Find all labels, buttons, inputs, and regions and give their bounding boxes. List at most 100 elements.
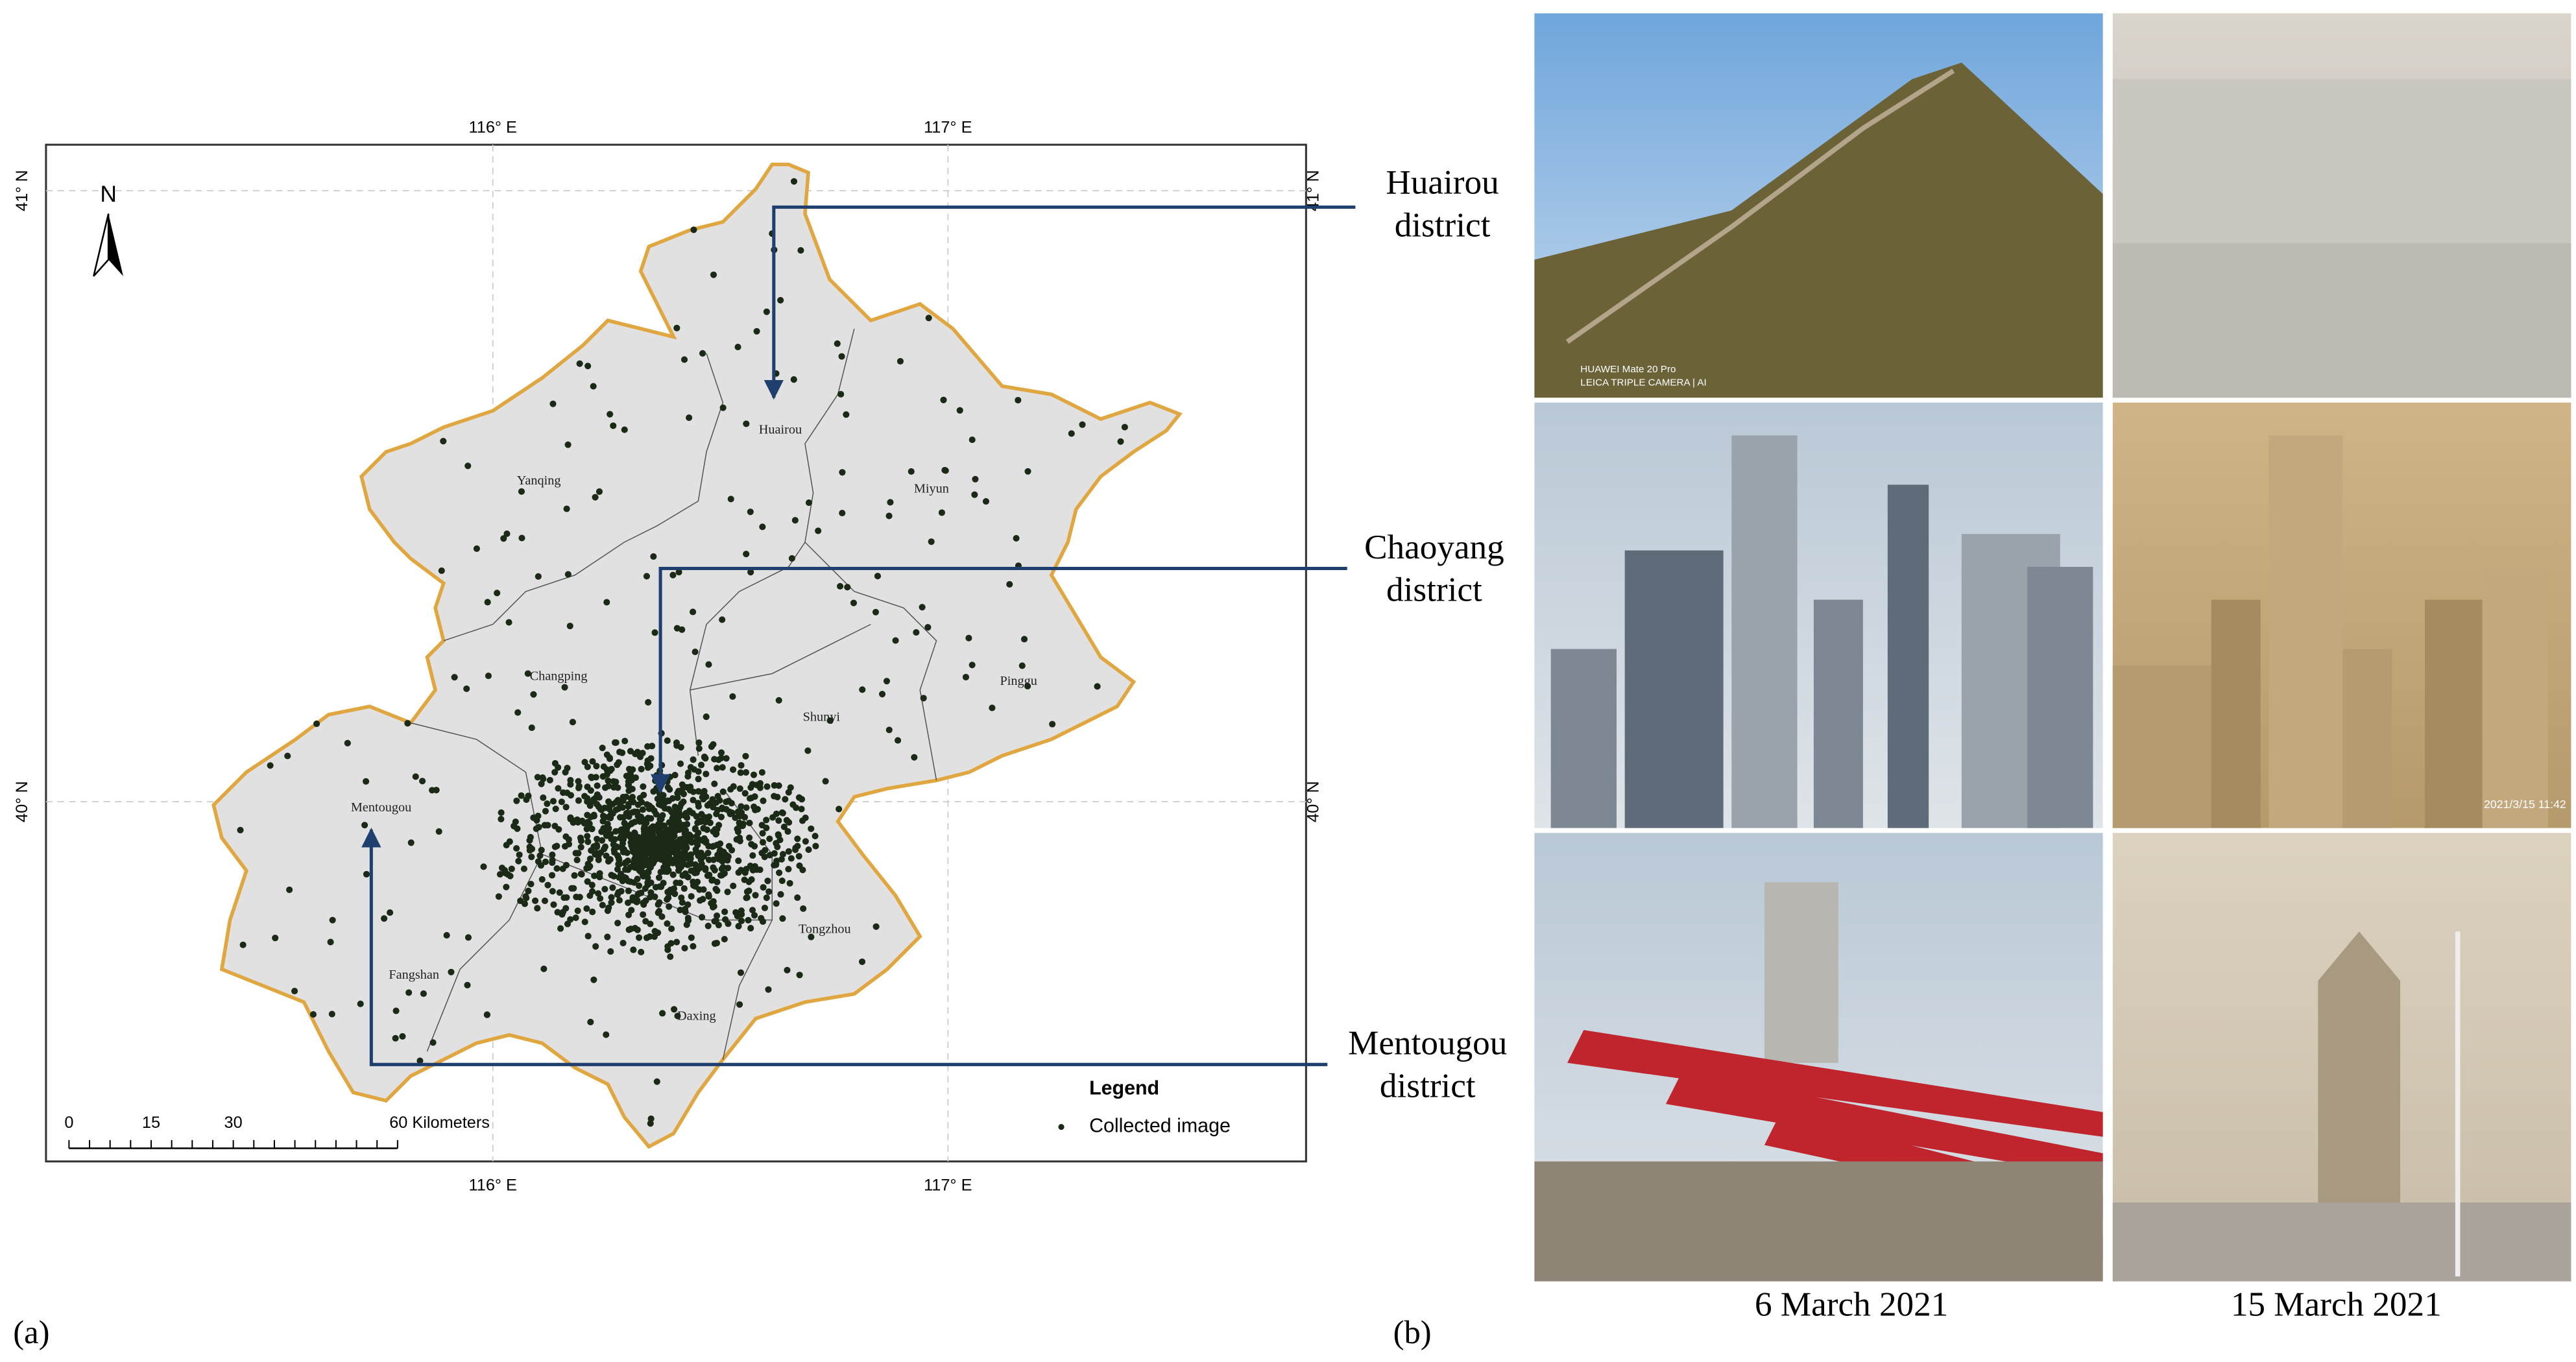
image-point: [747, 569, 754, 576]
image-point: [695, 745, 703, 752]
image-point: [614, 761, 621, 769]
image-point: [546, 776, 553, 783]
image-point: [673, 879, 680, 887]
image-point: [540, 965, 548, 972]
image-point: [717, 840, 724, 847]
image-point: [779, 850, 787, 858]
image-point: [693, 833, 700, 840]
image-point: [756, 784, 764, 791]
image-point: [514, 709, 522, 716]
image-point: [523, 796, 530, 803]
image-point: [837, 390, 845, 398]
image-point: [634, 876, 641, 883]
image-point: [712, 917, 719, 924]
image-point: [691, 869, 698, 876]
image-point: [763, 308, 770, 315]
image-point: [710, 898, 717, 905]
image-point: [667, 953, 674, 961]
image-point: [574, 907, 581, 914]
image-point: [618, 888, 625, 895]
image-point: [562, 905, 570, 912]
image-point: [564, 441, 572, 448]
image-point: [735, 857, 742, 865]
image-point: [572, 850, 579, 857]
image-point: [625, 787, 632, 794]
image-point: [658, 802, 666, 809]
image-point: [969, 662, 976, 669]
image-point: [690, 756, 697, 763]
image-point: [600, 763, 607, 771]
image-point: [572, 914, 579, 922]
image-point: [673, 324, 680, 331]
image-point: [1094, 683, 1101, 690]
image-point: [612, 842, 620, 850]
image-point: [513, 844, 520, 852]
image-point: [601, 784, 609, 791]
image-point: [632, 835, 640, 842]
image-point: [965, 634, 972, 641]
image-point: [664, 797, 671, 804]
image-point: [601, 845, 608, 853]
image-point: [775, 782, 782, 789]
photo-building: [1550, 649, 1617, 828]
image-point: [738, 803, 745, 810]
image-point: [522, 893, 529, 900]
photo-building: [1813, 599, 1863, 828]
image-point: [690, 788, 697, 795]
image-point: [669, 871, 677, 878]
image-point: [850, 599, 858, 606]
image-point: [607, 948, 614, 955]
image-point: [644, 869, 651, 876]
image-point: [743, 420, 750, 427]
image-point: [601, 885, 608, 892]
photo-watermark: LEICA TRIPLE CAMERA | AI: [1580, 377, 1706, 388]
image-point: [448, 968, 455, 975]
image-point: [719, 788, 727, 795]
image-point: [596, 870, 603, 877]
image-point: [924, 624, 932, 631]
image-point: [711, 780, 718, 787]
image-point: [883, 678, 891, 685]
image-point: [721, 936, 728, 943]
image-point: [604, 907, 611, 914]
image-point: [590, 811, 597, 818]
image-point: [690, 608, 697, 615]
image-point: [651, 848, 658, 855]
image-point: [577, 834, 584, 841]
image-point: [703, 826, 710, 833]
image-point: [714, 807, 721, 814]
image-point: [309, 1011, 317, 1018]
image-point: [784, 828, 791, 835]
image-point: [399, 1033, 406, 1040]
image-point: [671, 771, 679, 779]
image-point: [766, 852, 773, 859]
image-point: [1121, 424, 1128, 431]
image-point: [598, 828, 605, 835]
image-point: [797, 247, 804, 254]
image-point: [608, 835, 615, 842]
image-point: [586, 855, 594, 863]
image-point: [638, 765, 645, 772]
image-point: [742, 752, 749, 759]
image-point: [674, 846, 681, 854]
image-point: [752, 892, 759, 899]
image-point: [592, 494, 599, 501]
image-point: [678, 800, 685, 807]
image-point: [530, 691, 537, 698]
image-point: [599, 818, 607, 825]
image-point: [717, 749, 725, 756]
image-point: [593, 763, 600, 770]
image-point: [709, 796, 716, 803]
image-point: [560, 789, 567, 796]
image-point: [631, 925, 638, 932]
image-point: [677, 744, 684, 751]
image-point: [665, 806, 672, 813]
image-point: [969, 436, 976, 444]
image-point: [634, 748, 641, 756]
photo-plaza: [2112, 1202, 2571, 1282]
image-point: [704, 872, 711, 879]
image-point: [775, 831, 782, 838]
image-point: [576, 360, 583, 367]
image-point: [503, 883, 510, 890]
image-point: [808, 825, 815, 832]
